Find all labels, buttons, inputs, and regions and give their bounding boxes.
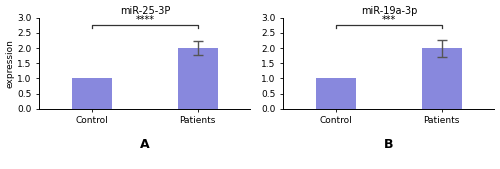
Text: B: B — [384, 138, 394, 151]
Bar — [178, 48, 218, 109]
Bar — [72, 78, 112, 109]
Y-axis label: expression: expression — [6, 39, 15, 88]
Bar — [316, 78, 356, 109]
Title: miR-19a-3p: miR-19a-3p — [361, 6, 417, 16]
Bar — [422, 48, 462, 109]
Text: ***: *** — [382, 15, 396, 25]
Text: A: A — [140, 138, 149, 151]
Text: ****: **** — [136, 15, 154, 25]
Title: miR-25-3P: miR-25-3P — [120, 6, 170, 16]
